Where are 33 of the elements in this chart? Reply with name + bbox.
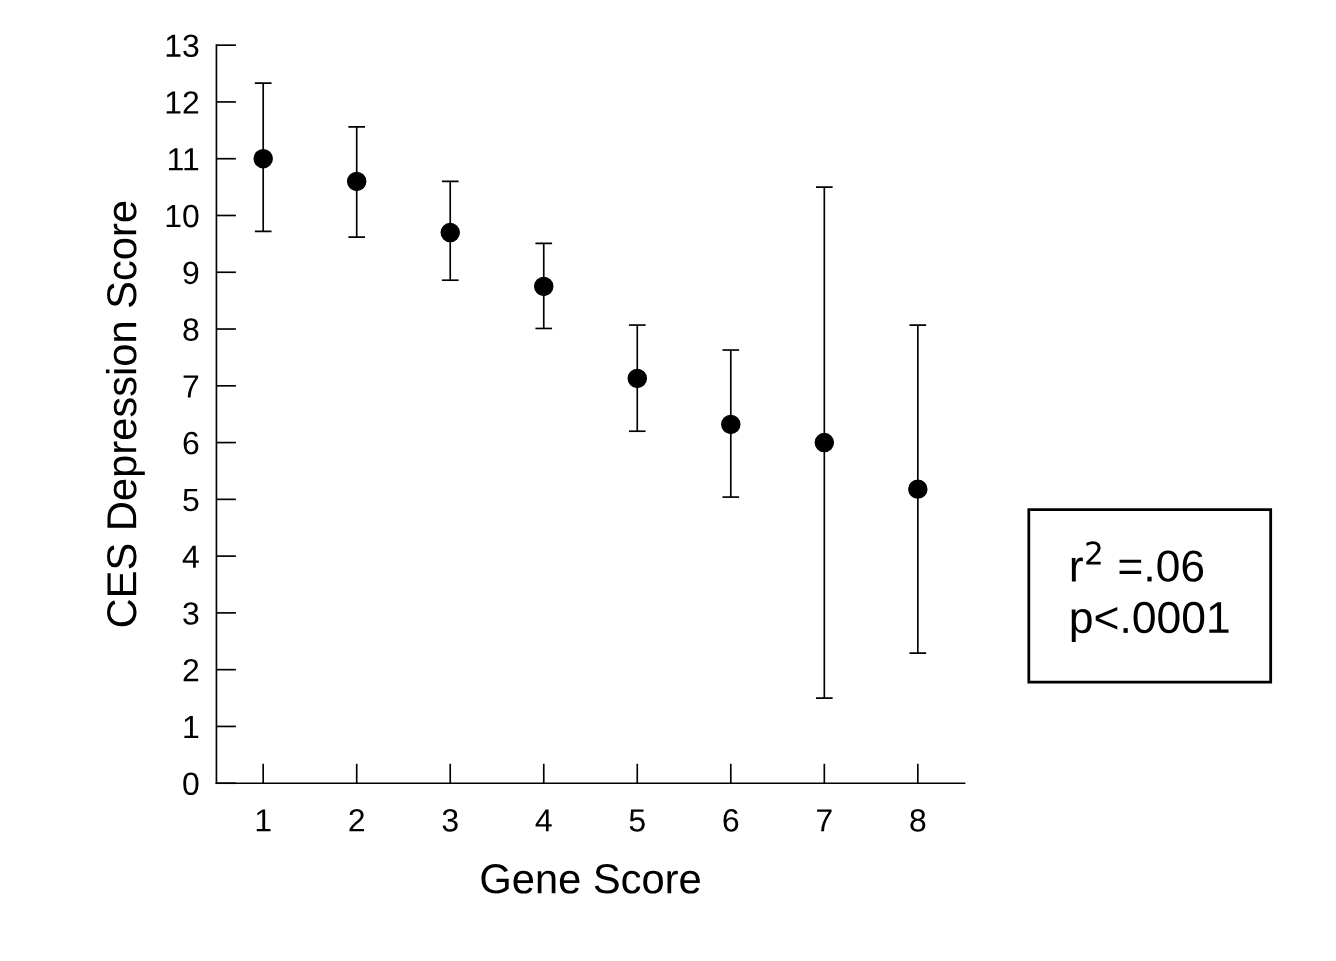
point [627,368,647,389]
point [346,171,367,192]
point [814,432,835,453]
y-tick-label: 3 [183,602,199,625]
y-tick-label: 10 [166,204,199,228]
x-tick-label: 1 [256,809,271,832]
y-tick-label: 6 [183,431,199,455]
point [534,276,554,297]
x-tick-label: 5 [629,809,645,832]
text: r$^{2}$ =.06 p<.0001 [1071,541,1229,643]
point [253,148,273,169]
x-tick-label: 7 [817,809,832,832]
point [440,222,460,243]
y-tick-label: 5 [183,488,199,512]
y-tick-label: 4 [182,545,199,568]
y-tick-label: 8 [183,318,199,341]
x-tick-label: 8 [910,809,926,832]
y-tick-label: 11 [169,148,199,171]
point [908,479,928,499]
y-tick-label: 2 [183,658,199,682]
y-tick-label: 1 [184,716,199,739]
y-tick-label: 9 [183,261,199,285]
y-tick-label: 13 [166,34,199,58]
y-tick-label: 7 [183,375,199,398]
x-axis-title: Gene Score [481,864,700,894]
y-tick-label: 0 [183,772,199,796]
x-tick-label: 3 [442,809,458,832]
y-tick-label: 12 [166,91,199,114]
y-axis-title: CES Depression Score [105,201,145,627]
x-tick-label: 6 [723,809,739,832]
x-tick-label: 4 [535,809,552,832]
point [721,414,741,435]
x-tick-label: 2 [349,809,364,832]
